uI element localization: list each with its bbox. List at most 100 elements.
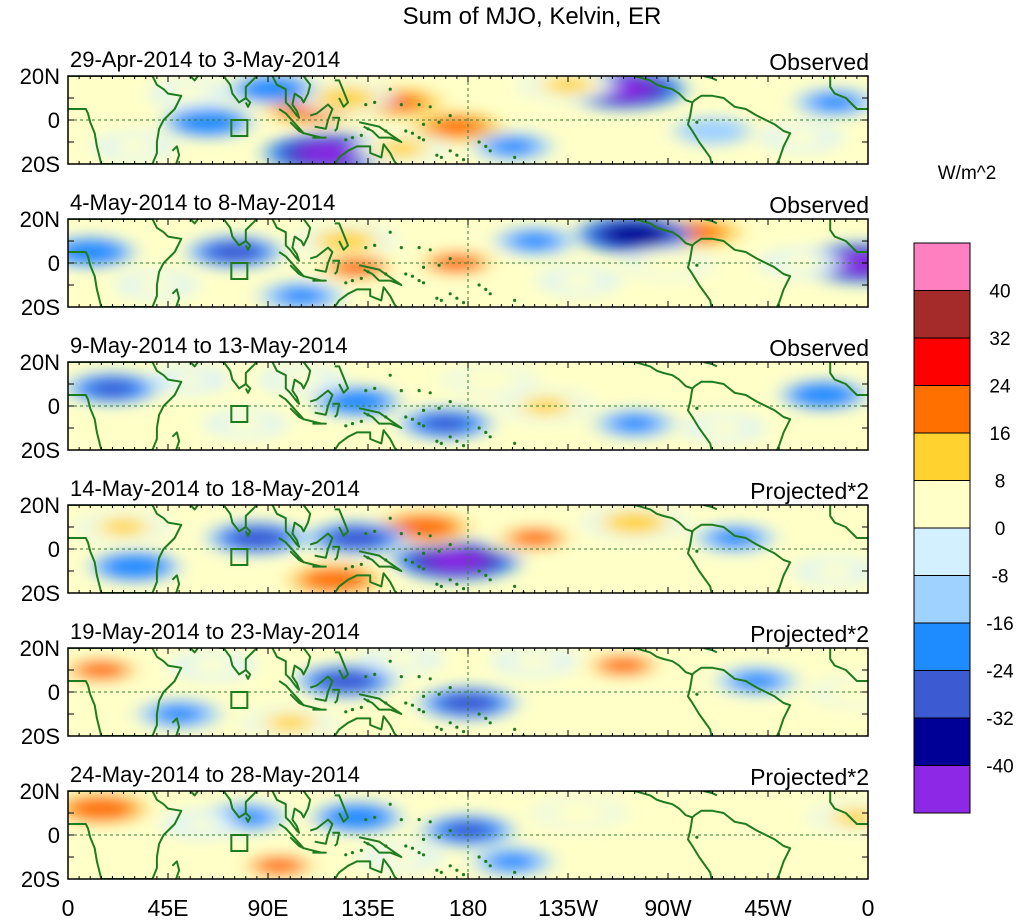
- coastline-9: [309, 246, 334, 273]
- island-25: [373, 815, 377, 820]
- coastline-14: [623, 505, 792, 593]
- island-18: [513, 727, 517, 732]
- island-7: [417, 851, 421, 855]
- island-26: [364, 246, 368, 250]
- island-12: [448, 257, 452, 261]
- panel-type-label: Projected*2: [750, 764, 869, 790]
- island-11: [461, 730, 466, 734]
- island-27: [421, 837, 426, 842]
- panel-date-range: 24-May-2014 to 28-May-2014: [70, 762, 360, 787]
- panel-type-label: Observed: [769, 49, 869, 75]
- anomaly-blob-15-level-4: [781, 129, 821, 146]
- anomaly-blob-3-level-4: [422, 414, 469, 433]
- panel-type-label: Projected*2: [750, 621, 869, 647]
- colorbar-swatch: [913, 622, 971, 671]
- colorbar-label: -24: [986, 662, 1014, 683]
- lon-label: 135E: [341, 895, 395, 921]
- longitude-axis: 0 45E 90E 135E 180 135W 90W 45W 0: [62, 895, 875, 921]
- colorbar-swatch: [913, 527, 971, 576]
- island-10: [439, 584, 443, 589]
- anomaly-field: [68, 219, 868, 307]
- island-18: [513, 441, 517, 445]
- island-5: [404, 701, 408, 705]
- island-16: [455, 868, 459, 872]
- anomaly-field: [68, 76, 868, 164]
- island-8: [421, 853, 426, 857]
- coastline-3: [189, 362, 200, 368]
- anomaly-blob-10-level-4: [251, 80, 294, 98]
- coastline-13: [319, 429, 399, 450]
- lat-label: 20S: [21, 867, 60, 892]
- anomaly-blob-5-level-4: [523, 397, 568, 415]
- island-4: [366, 699, 370, 703]
- coastline-9: [309, 532, 334, 559]
- anomaly-blob-10-level-4: [715, 530, 755, 546]
- coastline-12: [358, 550, 403, 572]
- island-7: [417, 565, 421, 569]
- coastline-2: [165, 431, 181, 450]
- anomaly-blob-16-level-4: [170, 85, 210, 102]
- coastline-5: [244, 669, 252, 680]
- coastlines: [68, 648, 868, 736]
- panel-type-label: Observed: [769, 192, 869, 218]
- anomaly-blob-14-level-4: [815, 94, 855, 111]
- coastline-10: [332, 402, 341, 418]
- panel-type-label: Observed: [769, 335, 869, 361]
- island-20: [477, 426, 481, 430]
- coastline-8: [303, 561, 327, 568]
- colorbar-label: 16: [989, 424, 1010, 445]
- island-26: [364, 103, 368, 107]
- island-29: [695, 406, 699, 410]
- coastline-12: [358, 693, 403, 715]
- island-14: [384, 844, 388, 848]
- coastline-2: [165, 145, 181, 164]
- coastline-17: [829, 648, 868, 682]
- anomaly-blob-7-level-4: [210, 242, 259, 262]
- anomaly-blob-4-level-4: [429, 116, 485, 137]
- colorbar-label: 8: [995, 472, 1006, 493]
- coastline-17: [829, 791, 868, 825]
- island-20: [477, 140, 481, 144]
- island-6: [410, 417, 415, 421]
- island-2: [350, 422, 355, 426]
- coastline-10: [332, 545, 341, 561]
- coastline-9: [309, 103, 334, 130]
- island-28: [437, 120, 441, 124]
- island-26: [364, 818, 368, 822]
- island-13: [388, 802, 392, 806]
- island-11: [461, 444, 466, 448]
- island-5: [404, 415, 408, 419]
- coastline-6: [271, 362, 312, 405]
- coastline-15: [687, 531, 713, 593]
- coastline-11: [334, 365, 349, 394]
- anomaly-blob-8-level-4: [68, 243, 113, 261]
- island-6: [410, 846, 415, 850]
- colorbar-swatch: [913, 670, 971, 719]
- island-1: [344, 424, 348, 428]
- island-16: [455, 153, 459, 157]
- island-22: [428, 677, 432, 681]
- island-7: [417, 136, 421, 140]
- island-9: [435, 439, 439, 443]
- coastlines: [68, 219, 868, 307]
- island-3: [359, 705, 363, 710]
- anomaly-blob-3-level-4: [395, 516, 453, 538]
- island-4: [366, 270, 370, 274]
- island-14: [384, 272, 388, 276]
- island-22: [428, 105, 432, 109]
- island-5: [404, 272, 408, 276]
- coastline-17: [829, 219, 868, 253]
- island-9: [435, 725, 439, 729]
- island-25: [373, 100, 377, 104]
- island-26: [364, 532, 368, 536]
- anomaly-blob-12-level-4: [559, 272, 599, 289]
- island-24: [399, 532, 403, 536]
- island-18: [513, 870, 517, 875]
- region-box-marker: [230, 405, 249, 423]
- coastline-9: [309, 818, 334, 845]
- coastline-10: [332, 688, 341, 704]
- coastline-4: [219, 362, 258, 390]
- coastline-15: [687, 102, 713, 164]
- island-20: [477, 855, 481, 859]
- island-23: [417, 675, 421, 679]
